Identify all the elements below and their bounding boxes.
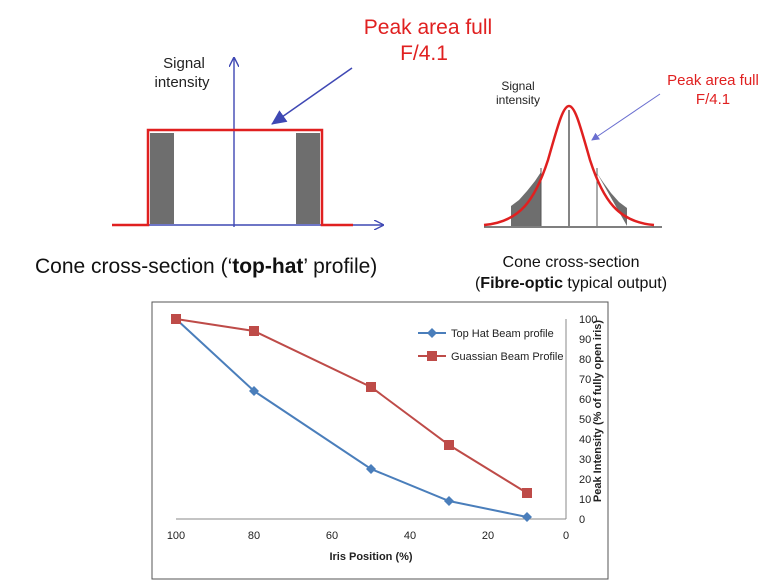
legend-marker-square — [427, 351, 437, 361]
tophat-peak-arrow — [271, 67, 353, 125]
data-point-square — [249, 326, 259, 336]
gaussian-shaded-left — [511, 172, 541, 226]
y-tick-label: 30 — [579, 454, 591, 466]
gaussian-peak-label-line2: F/4.1 — [696, 91, 730, 108]
y-tick-label: 60 — [579, 394, 591, 406]
chart-x-axis-label: Iris Position (%) — [329, 551, 412, 563]
x-tick-label: 20 — [482, 530, 494, 542]
tophat-peak-label-line1: Peak area full — [364, 16, 492, 39]
x-tick-labels: 100 80 60 40 20 0 — [167, 530, 569, 542]
gaussian-shaded-right — [597, 173, 627, 226]
y-tick-label: 100 — [579, 314, 597, 326]
gaussian-peak-label-line1: Peak area full — [667, 72, 759, 89]
y-tick-label: 10 — [579, 494, 591, 506]
data-point-square — [444, 440, 454, 450]
x-tick-label: 60 — [326, 530, 338, 542]
tophat-shaded-left — [150, 133, 174, 224]
gaussian-diagram: Signal intensity Peak area full F/4.1 Co… — [475, 72, 759, 292]
legend-label: Top Hat Beam profile — [451, 328, 554, 340]
chart-legend: Top Hat Beam profile Guassian Beam Profil… — [418, 328, 564, 363]
y-tick-label: 0 — [579, 514, 585, 526]
gaussian-curve — [483, 104, 655, 227]
tophat-shaded-right — [296, 133, 320, 224]
legend-marker-diamond — [427, 328, 437, 338]
x-tick-label: 40 — [404, 530, 416, 542]
data-point-diamond — [522, 512, 532, 522]
iris-chart: 100 80 60 40 20 0 0 10 20 30 40 50 60 70 80 90 100 Iris… — [151, 301, 609, 580]
tophat-ylabel-line2: intensity — [154, 74, 210, 91]
gaussian-caption-line2: (Fibre-optic typical output) — [475, 275, 667, 292]
data-point-diamond — [249, 386, 259, 396]
chart-y-axis-label: Peak Intensity (% of fully open iris) — [592, 320, 604, 502]
x-tick-label: 0 — [563, 530, 569, 542]
chart-frame — [151, 301, 609, 580]
gaussian-ylabel-line1: Signal — [501, 79, 534, 93]
x-tick-label: 80 — [248, 530, 260, 542]
tophat-peak-label-line2: F/4.1 — [400, 42, 448, 65]
tophat-profile-line — [112, 128, 353, 227]
y-tick-label: 40 — [579, 434, 591, 446]
tophat-caption: Cone cross-section (‘top-hat’ profile) — [35, 255, 377, 278]
y-tick-label: 80 — [579, 354, 591, 366]
data-point-diamond — [444, 496, 454, 506]
series-markers — [171, 314, 532, 522]
data-point-square — [522, 488, 532, 498]
tophat-diagram: Signal intensity Peak area full F/4.1 Co… — [35, 16, 492, 278]
gaussian-caption-line1: Cone cross-section — [503, 254, 640, 271]
data-point-diamond — [366, 464, 376, 474]
y-tick-label: 70 — [579, 374, 591, 386]
gaussian-ylabel-line2: intensity — [496, 93, 540, 107]
x-tick-label: 100 — [167, 530, 185, 542]
y-tick-label: 90 — [579, 334, 591, 346]
y-tick-label: 20 — [579, 474, 591, 486]
data-point-square — [366, 382, 376, 392]
data-point-square — [171, 314, 181, 324]
gaussian-peak-arrow — [591, 93, 661, 141]
legend-label: Guassian Beam Profile — [451, 351, 564, 363]
y-tick-label: 50 — [579, 414, 591, 426]
tophat-ylabel-line1: Signal — [163, 55, 205, 72]
y-tick-labels: 0 10 20 30 40 50 60 70 80 90 100 — [579, 314, 597, 526]
